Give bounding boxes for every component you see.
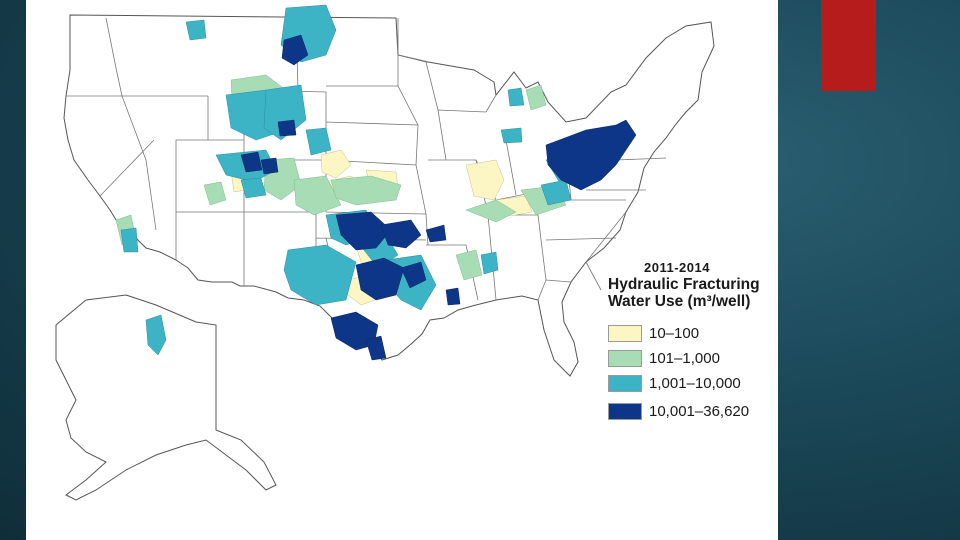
legend-title-line1: Hydraulic Fracturing (608, 276, 760, 293)
legend-swatch (608, 349, 642, 367)
legend-swatch (608, 324, 642, 342)
us-map (55, 4, 715, 501)
alaska-outline (55, 294, 277, 501)
legend-year: 2011-2014 (644, 260, 710, 275)
legend-swatch (608, 402, 642, 420)
legend-label: 10–100 (649, 324, 700, 342)
accent-tab (821, 0, 876, 91)
legend-item-101-1000: 101–1,000 (608, 349, 720, 367)
legend-item-10-100: 10–100 (608, 324, 699, 342)
legend-label: 101–1,000 (649, 349, 720, 367)
legend-title-line2: Water Use (m³/well) (608, 293, 751, 310)
legend-title: Hydraulic Fracturing Water Use (m³/well) (608, 276, 808, 310)
legend-label: 10,001–36,620 (649, 402, 750, 420)
legend-item-10001-36620: 10,001–36,620 (608, 402, 749, 420)
legend-item-1001-10000: 1,001–10,000 (608, 374, 741, 392)
map-panel: 2011-2014 Hydraulic Fracturing Water Use… (26, 0, 778, 540)
legend-swatch (608, 374, 642, 392)
legend-label: 1,001–10,000 (649, 374, 741, 392)
